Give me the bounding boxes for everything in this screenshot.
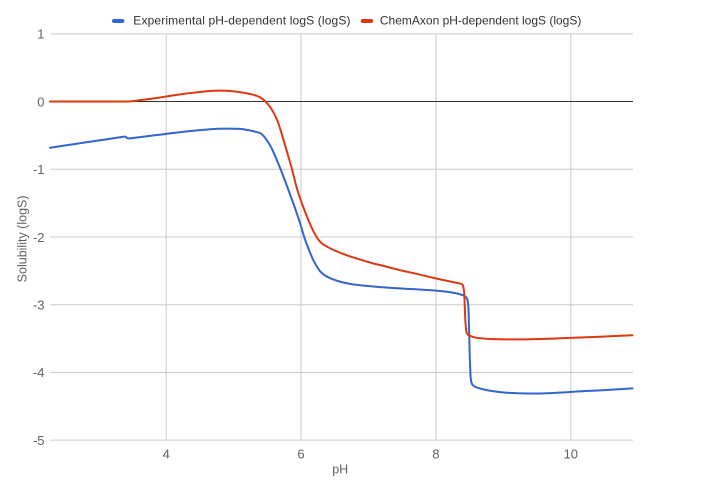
svg-text:-4: -4 [33, 365, 45, 380]
svg-text:-1: -1 [33, 162, 45, 177]
svg-text:ChemAxon pH-dependent logS (lo: ChemAxon pH-dependent logS (logS) [380, 14, 581, 28]
svg-text:4: 4 [163, 446, 170, 461]
svg-text:Experimental pH-dependent logS: Experimental pH-dependent logS (logS) [133, 14, 350, 28]
svg-text:Solubility (logS): Solubility (logS) [15, 195, 29, 282]
svg-text:-2: -2 [33, 230, 45, 245]
svg-text:0: 0 [37, 94, 44, 109]
svg-text:-3: -3 [33, 298, 45, 313]
svg-text:8: 8 [432, 446, 439, 461]
svg-text:10: 10 [564, 446, 578, 461]
svg-text:6: 6 [297, 446, 304, 461]
svg-text:1: 1 [37, 27, 44, 42]
svg-text:-5: -5 [33, 433, 45, 448]
svg-text:pH: pH [332, 463, 348, 477]
